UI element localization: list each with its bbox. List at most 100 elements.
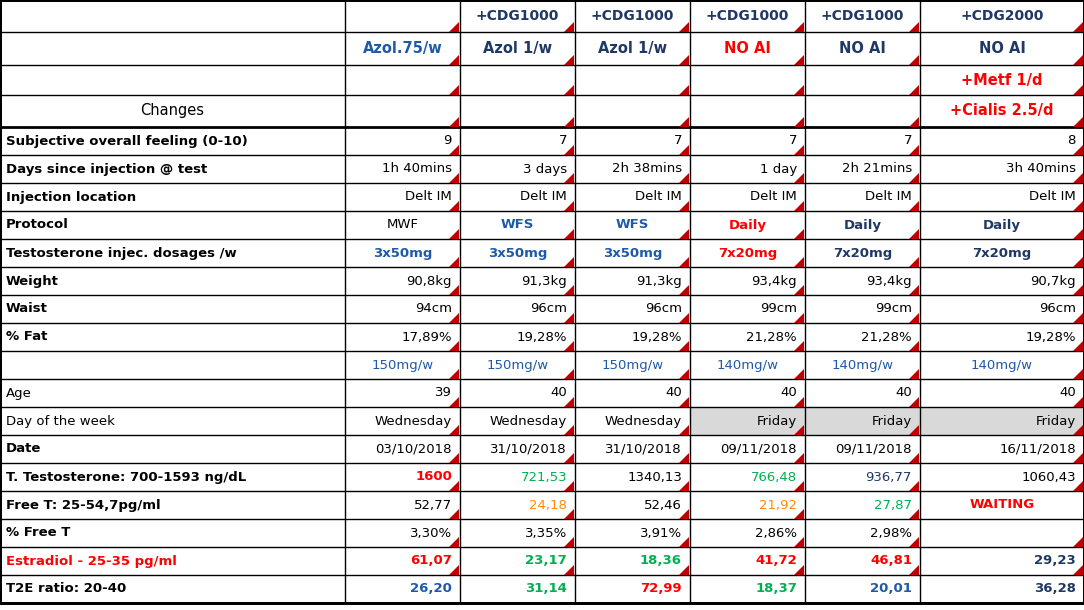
Polygon shape xyxy=(564,537,575,547)
Text: 3,35%: 3,35% xyxy=(525,526,567,539)
Text: 7: 7 xyxy=(673,134,682,148)
Polygon shape xyxy=(909,453,919,463)
Polygon shape xyxy=(449,201,459,211)
Polygon shape xyxy=(564,55,575,65)
Text: 40: 40 xyxy=(666,387,682,400)
Polygon shape xyxy=(449,22,459,32)
Text: 16/11/2018: 16/11/2018 xyxy=(999,442,1076,456)
Polygon shape xyxy=(679,341,689,351)
Text: WAITING: WAITING xyxy=(969,498,1034,512)
Text: 31/10/2018: 31/10/2018 xyxy=(605,442,682,456)
Text: 7x20mg: 7x20mg xyxy=(833,246,892,259)
Polygon shape xyxy=(679,173,689,183)
Text: 94cm: 94cm xyxy=(415,303,452,315)
Text: 19,28%: 19,28% xyxy=(1025,331,1076,343)
Polygon shape xyxy=(564,453,575,463)
Polygon shape xyxy=(564,173,575,183)
Text: 36,28: 36,28 xyxy=(1034,583,1076,595)
Text: Waist: Waist xyxy=(7,303,48,315)
Polygon shape xyxy=(1073,481,1083,491)
Polygon shape xyxy=(564,22,575,32)
Text: 2h 21mins: 2h 21mins xyxy=(842,162,912,176)
Text: 20,01: 20,01 xyxy=(870,583,912,595)
Polygon shape xyxy=(909,341,919,351)
Polygon shape xyxy=(909,397,919,407)
Polygon shape xyxy=(449,369,459,379)
Polygon shape xyxy=(793,22,804,32)
Polygon shape xyxy=(909,509,919,519)
Polygon shape xyxy=(909,117,919,127)
Text: 24,18: 24,18 xyxy=(529,498,567,512)
Polygon shape xyxy=(909,285,919,295)
Text: 1340,13: 1340,13 xyxy=(628,470,682,484)
Polygon shape xyxy=(564,285,575,295)
Text: 31,14: 31,14 xyxy=(525,583,567,595)
Text: 21,92: 21,92 xyxy=(759,498,797,512)
Text: Weight: Weight xyxy=(7,274,59,287)
Text: Daily: Daily xyxy=(983,218,1021,232)
Text: 61,07: 61,07 xyxy=(410,554,452,567)
Text: % Fat: % Fat xyxy=(7,331,48,343)
Polygon shape xyxy=(449,173,459,183)
Text: +Metf 1/d: +Metf 1/d xyxy=(962,73,1043,87)
Text: Azol.75/w: Azol.75/w xyxy=(363,41,442,56)
Polygon shape xyxy=(449,425,459,435)
Text: 93,4kg: 93,4kg xyxy=(866,274,912,287)
Polygon shape xyxy=(449,285,459,295)
Polygon shape xyxy=(793,453,804,463)
Text: 2,86%: 2,86% xyxy=(754,526,797,539)
Text: 90,7kg: 90,7kg xyxy=(1031,274,1076,287)
Polygon shape xyxy=(449,453,459,463)
Text: Days since injection @ test: Days since injection @ test xyxy=(7,162,207,176)
Text: Friday: Friday xyxy=(757,415,797,428)
Polygon shape xyxy=(793,425,804,435)
Text: Friday: Friday xyxy=(1035,415,1076,428)
Text: T. Testosterone: 700-1593 ng/dL: T. Testosterone: 700-1593 ng/dL xyxy=(7,470,246,484)
Text: 766,48: 766,48 xyxy=(751,470,797,484)
Text: 721,53: 721,53 xyxy=(520,470,567,484)
Polygon shape xyxy=(909,145,919,155)
Text: 96cm: 96cm xyxy=(530,303,567,315)
Polygon shape xyxy=(679,85,689,95)
Polygon shape xyxy=(1073,537,1083,547)
Text: 17,89%: 17,89% xyxy=(401,331,452,343)
Polygon shape xyxy=(793,509,804,519)
Text: 93,4kg: 93,4kg xyxy=(751,274,797,287)
Text: % Free T: % Free T xyxy=(7,526,70,539)
Text: 1h 40mins: 1h 40mins xyxy=(382,162,452,176)
Text: Wednesday: Wednesday xyxy=(375,415,452,428)
Text: Age: Age xyxy=(7,387,31,400)
Text: Estradiol - 25-35 pg/ml: Estradiol - 25-35 pg/ml xyxy=(7,554,177,567)
Text: NO AI: NO AI xyxy=(724,41,771,56)
Polygon shape xyxy=(679,453,689,463)
Polygon shape xyxy=(909,257,919,267)
Polygon shape xyxy=(449,229,459,239)
Text: +CDG1000: +CDG1000 xyxy=(821,9,904,23)
Text: 2,98%: 2,98% xyxy=(870,526,912,539)
Polygon shape xyxy=(679,537,689,547)
Polygon shape xyxy=(679,257,689,267)
Text: Daily: Daily xyxy=(728,218,766,232)
Text: 99cm: 99cm xyxy=(875,303,912,315)
Polygon shape xyxy=(1073,229,1083,239)
Text: 18,36: 18,36 xyxy=(640,554,682,567)
Text: 150mg/w: 150mg/w xyxy=(372,359,434,371)
Text: NO AI: NO AI xyxy=(979,41,1025,56)
Text: 27,87: 27,87 xyxy=(874,498,912,512)
Polygon shape xyxy=(449,145,459,155)
Polygon shape xyxy=(679,481,689,491)
Polygon shape xyxy=(564,481,575,491)
Text: 40: 40 xyxy=(1059,387,1076,400)
Text: 1060,43: 1060,43 xyxy=(1021,470,1076,484)
Polygon shape xyxy=(793,55,804,65)
Text: 3h 40mins: 3h 40mins xyxy=(1006,162,1076,176)
Polygon shape xyxy=(1073,369,1083,379)
Text: Injection location: Injection location xyxy=(7,190,137,204)
Polygon shape xyxy=(1073,22,1083,32)
Text: +Cialis 2.5/d: +Cialis 2.5/d xyxy=(951,104,1054,118)
Text: Daily: Daily xyxy=(843,218,881,232)
Polygon shape xyxy=(793,369,804,379)
Polygon shape xyxy=(449,481,459,491)
Text: 19,28%: 19,28% xyxy=(632,331,682,343)
Text: 140mg/w: 140mg/w xyxy=(717,359,778,371)
